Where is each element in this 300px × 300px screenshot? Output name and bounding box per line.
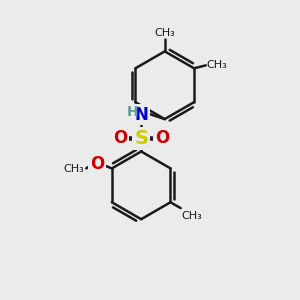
Text: O: O — [90, 155, 104, 173]
Text: CH₃: CH₃ — [206, 60, 227, 70]
Text: CH₃: CH₃ — [182, 211, 202, 220]
Text: S: S — [134, 129, 148, 148]
Text: H: H — [127, 105, 138, 119]
Text: CH₃: CH₃ — [154, 28, 175, 38]
Text: N: N — [134, 106, 148, 124]
Text: O: O — [155, 129, 169, 147]
Text: O: O — [113, 129, 128, 147]
Text: CH₃: CH₃ — [63, 164, 84, 174]
